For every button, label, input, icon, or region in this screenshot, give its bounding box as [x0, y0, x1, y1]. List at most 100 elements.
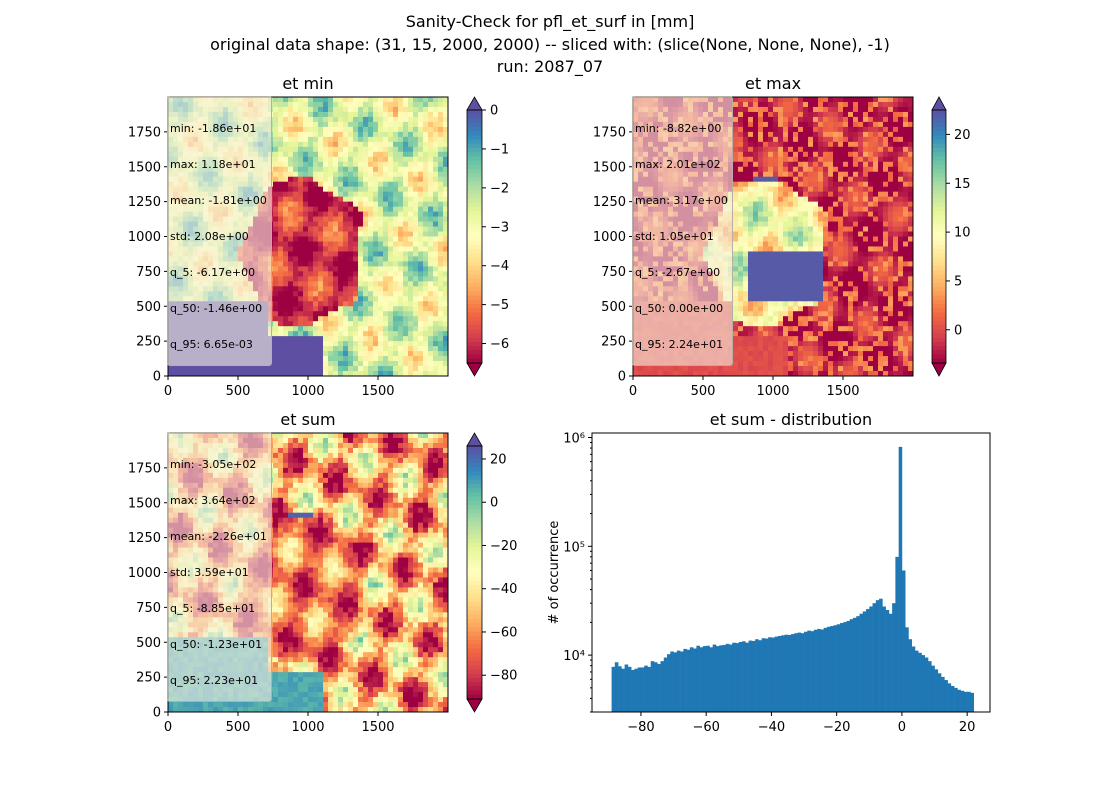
heatmap-cell [318, 126, 324, 133]
heatmap-cell [363, 286, 369, 292]
heatmap-cell [413, 281, 419, 287]
heatmap-cell [338, 351, 344, 357]
heatmap-cell [278, 236, 284, 242]
colorbar-segment [467, 169, 482, 174]
heatmap-cell [888, 136, 894, 143]
heatmap-cell [783, 216, 789, 222]
heatmap-cell [793, 186, 799, 193]
heatmap-cell [428, 326, 434, 332]
heatmap-cell [368, 131, 374, 138]
heatmap-cell [303, 366, 309, 372]
heatmap-cell [278, 291, 284, 297]
heatmap-cell [783, 176, 789, 183]
heatmap-cell [303, 156, 309, 163]
heatmap-cell [363, 346, 369, 352]
heatmap-cell [393, 281, 399, 287]
heatmap-cell [408, 151, 414, 158]
heatmap-cell [798, 241, 804, 247]
heatmap-cell [813, 181, 819, 188]
heatmap-cell [323, 101, 329, 108]
heatmap-cell [338, 246, 344, 252]
heatmap-cell [333, 261, 339, 267]
heatmap-cell [428, 231, 434, 237]
heatmap-cell [418, 291, 424, 297]
heatmap-cell [308, 336, 314, 342]
heatmap-cell [748, 231, 754, 237]
heatmap-cell [283, 281, 289, 287]
heatmap-cell [798, 181, 804, 188]
heatmap-cell [203, 371, 209, 377]
colorbar-segment [467, 122, 482, 128]
heatmap-cell [278, 176, 284, 183]
heatmap-cell [308, 351, 314, 357]
heatmap-cell [828, 206, 834, 212]
heatmap-cell [273, 206, 279, 212]
heatmap-cell [383, 251, 389, 257]
heatmap-cell [368, 141, 374, 148]
heatmap-cell [768, 166, 774, 173]
heatmap-cell [368, 286, 374, 292]
heatmap-cell [413, 266, 419, 272]
heatmap-cell [443, 111, 449, 118]
heatmap-cell [898, 121, 904, 128]
heatmap-cell [393, 136, 399, 143]
heatmap-cell [428, 181, 434, 188]
heatmap-cell [403, 101, 409, 108]
heatmap-cell [848, 226, 854, 232]
heatmap-cell [293, 97, 299, 103]
heatmap-cell [873, 226, 879, 232]
heatmap-cell [403, 166, 409, 173]
heatmap-cell [743, 176, 749, 183]
heatmap-cell [733, 241, 739, 247]
heatmap-cell [828, 121, 834, 128]
heatmap-cell [853, 111, 859, 118]
heatmap-cell [363, 231, 369, 237]
heatmap-cell [338, 266, 344, 272]
heatmap-cell [438, 136, 444, 143]
heatmap-cell [318, 281, 324, 287]
heatmap-cell [358, 331, 364, 337]
heatmap-cell [818, 121, 824, 128]
heatmap-cell [733, 186, 739, 193]
heatmap-cell [323, 211, 329, 217]
heatmap-cell [313, 246, 319, 252]
heatmap-cell [818, 166, 824, 173]
heatmap-cell [843, 116, 849, 123]
heatmap-cell [793, 226, 799, 232]
heatmap-cell [398, 351, 404, 357]
heatmap-cell [753, 201, 759, 208]
heatmap-cell [328, 226, 334, 232]
heatmap-cell [888, 186, 894, 193]
heatmap-cell [303, 131, 309, 138]
heatmap-cell [313, 101, 319, 108]
heatmap-cell [333, 201, 339, 208]
heatmap-cell [298, 261, 304, 267]
heatmap-cell [418, 131, 424, 138]
heatmap-cell [873, 191, 879, 198]
heatmap-cell [323, 361, 329, 367]
heatmap-cell [423, 266, 429, 272]
heatmap-cell [848, 186, 854, 193]
heatmap-cell [873, 241, 879, 247]
heatmap-cell [363, 196, 369, 203]
heatmap-cell [393, 326, 399, 332]
heatmap-cell [283, 261, 289, 267]
heatmap-cell [768, 241, 774, 247]
heatmap-cell [428, 321, 434, 327]
heatmap-cell [303, 171, 309, 178]
heatmap-cell [853, 206, 859, 212]
heatmap-cell [833, 181, 839, 188]
heatmap-cell [783, 101, 789, 108]
heatmap-cell [323, 176, 329, 183]
heatmap-cell [373, 126, 379, 133]
heatmap-cell [328, 266, 334, 272]
heatmap-cell [798, 101, 804, 108]
heatmap-cell [338, 181, 344, 188]
heatmap-cell [348, 211, 354, 217]
heatmap-cell [823, 201, 829, 208]
heatmap-cell [293, 366, 299, 372]
heatmap-cell [883, 166, 889, 173]
heatmap-cell [303, 261, 309, 267]
heatmap-cell [893, 171, 899, 178]
heatmap-cell [323, 201, 329, 208]
